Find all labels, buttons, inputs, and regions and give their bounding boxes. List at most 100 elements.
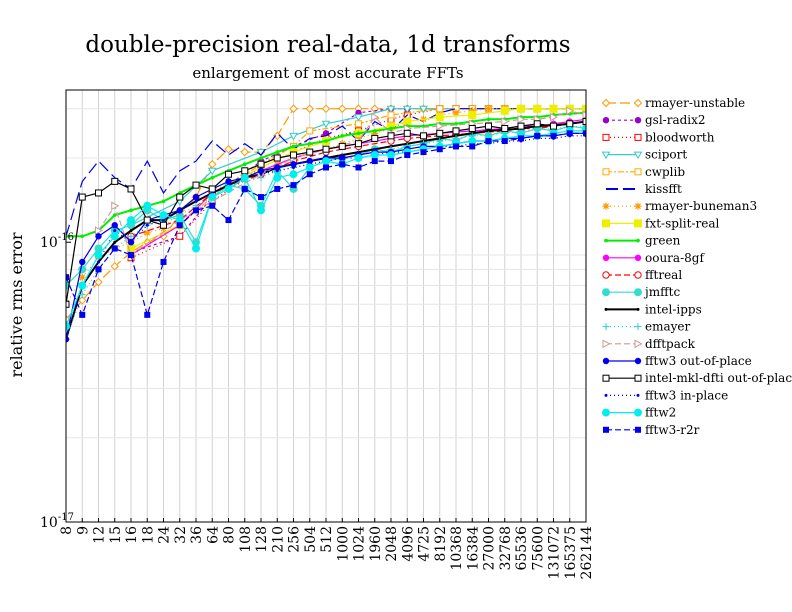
x-tick-label: 32768 bbox=[498, 526, 514, 571]
legend-item-intel-mkl-dfti-out-of-place: intel-mkl-dfti out-of-place bbox=[602, 371, 792, 385]
data-point bbox=[66, 274, 69, 281]
data-point bbox=[192, 244, 200, 253]
legend-item-green: green bbox=[604, 234, 681, 248]
data-point bbox=[486, 117, 491, 122]
legend-marker bbox=[636, 307, 640, 311]
data-point bbox=[550, 122, 557, 130]
x-tick-label: 36 bbox=[189, 526, 205, 544]
x-tick-label: 128 bbox=[254, 526, 270, 553]
data-point bbox=[258, 194, 264, 201]
legend-label: rmayer-unstable bbox=[645, 96, 745, 110]
data-point bbox=[372, 129, 377, 133]
data-point bbox=[549, 104, 558, 113]
x-tick-label: 504 bbox=[303, 526, 319, 553]
data-point bbox=[129, 240, 133, 244]
data-point bbox=[94, 277, 103, 287]
x-tick-label: 512 bbox=[319, 526, 335, 553]
legend-marker bbox=[634, 254, 642, 261]
data-point bbox=[402, 105, 412, 114]
data-point bbox=[160, 258, 167, 265]
data-point bbox=[453, 143, 459, 150]
data-point bbox=[224, 184, 233, 193]
x-tick-label: 165375 bbox=[563, 526, 579, 579]
data-point bbox=[291, 144, 296, 149]
data-point bbox=[95, 189, 102, 197]
chart-subtitle: enlargement of most accurate FFTs bbox=[192, 64, 463, 82]
data-point bbox=[95, 226, 104, 235]
data-point bbox=[209, 202, 216, 209]
x-tick-label: 2048 bbox=[384, 526, 400, 562]
data-point bbox=[66, 336, 70, 343]
data-point bbox=[354, 114, 363, 122]
data-point bbox=[111, 222, 118, 229]
data-point bbox=[518, 135, 524, 142]
y-tick-label: 10-16 bbox=[40, 232, 74, 251]
data-point bbox=[240, 173, 249, 182]
data-point bbox=[371, 134, 379, 142]
data-point bbox=[306, 127, 314, 135]
data-point bbox=[241, 185, 248, 192]
data-point bbox=[127, 232, 135, 240]
data-point bbox=[292, 165, 295, 169]
data-point bbox=[257, 167, 265, 174]
data-point bbox=[321, 104, 331, 113]
legend-label: intel-ipps bbox=[645, 302, 702, 316]
data-point bbox=[387, 111, 395, 119]
data-point bbox=[468, 124, 476, 132]
legend-label: green bbox=[645, 234, 681, 248]
legend-marker bbox=[602, 202, 610, 210]
legend-item-cwplib: cwplib bbox=[602, 165, 685, 179]
data-point bbox=[550, 112, 559, 122]
legend: rmayer-unstable gsl-radix2 bloodworth scipo… bbox=[601, 96, 792, 437]
series-layer bbox=[66, 104, 586, 343]
data-point bbox=[210, 175, 215, 180]
legend-label: fftw3 in-place bbox=[645, 388, 728, 402]
data-point bbox=[242, 162, 247, 167]
x-tick-label: 80 bbox=[222, 526, 238, 544]
data-point bbox=[566, 130, 573, 137]
data-point bbox=[143, 229, 151, 237]
x-tick-label: 27000 bbox=[482, 526, 498, 571]
legend-label: jmfftc bbox=[643, 285, 680, 299]
data-point bbox=[321, 120, 331, 129]
data-point bbox=[97, 260, 100, 264]
data-point bbox=[208, 193, 217, 202]
data-point bbox=[370, 150, 379, 159]
data-point bbox=[289, 104, 298, 113]
data-point bbox=[78, 273, 86, 281]
data-point bbox=[550, 132, 557, 139]
legend-item-rmayer-unstable: rmayer-unstable bbox=[601, 96, 745, 110]
legend-label: fftreal bbox=[645, 268, 682, 282]
x-tick-label: 12 bbox=[92, 526, 108, 544]
data-point bbox=[468, 107, 476, 115]
legend-marker bbox=[603, 426, 609, 433]
x-tick-label: 24 bbox=[157, 526, 173, 544]
data-point bbox=[78, 193, 86, 201]
data-point bbox=[178, 208, 182, 212]
data-point bbox=[144, 311, 151, 318]
legend-label: fftw3-r2r bbox=[645, 423, 700, 437]
data-point bbox=[469, 143, 476, 150]
data-point bbox=[78, 265, 87, 274]
legend-marker bbox=[636, 393, 640, 397]
x-tick-label: 10368 bbox=[449, 526, 465, 571]
legend-marker bbox=[602, 374, 610, 382]
legend-marker bbox=[602, 117, 610, 124]
data-point bbox=[371, 112, 380, 122]
legend-marker bbox=[602, 339, 611, 349]
legend-item-fftreal: fftreal bbox=[602, 268, 682, 282]
legend-marker bbox=[604, 238, 608, 243]
data-point bbox=[468, 110, 477, 119]
data-point bbox=[487, 129, 490, 133]
data-point bbox=[500, 106, 509, 115]
legend-label: dfftpack bbox=[645, 337, 696, 351]
data-point bbox=[323, 164, 329, 171]
data-point bbox=[403, 129, 411, 137]
data-point bbox=[79, 258, 86, 266]
x-tick-label: 4096 bbox=[400, 526, 416, 562]
series-intel-mkl-dfti-out-of-place bbox=[66, 118, 586, 308]
data-point bbox=[127, 244, 135, 253]
x-tick-label: 210 bbox=[270, 526, 286, 553]
data-point bbox=[111, 245, 118, 252]
legend-marker bbox=[602, 271, 610, 279]
